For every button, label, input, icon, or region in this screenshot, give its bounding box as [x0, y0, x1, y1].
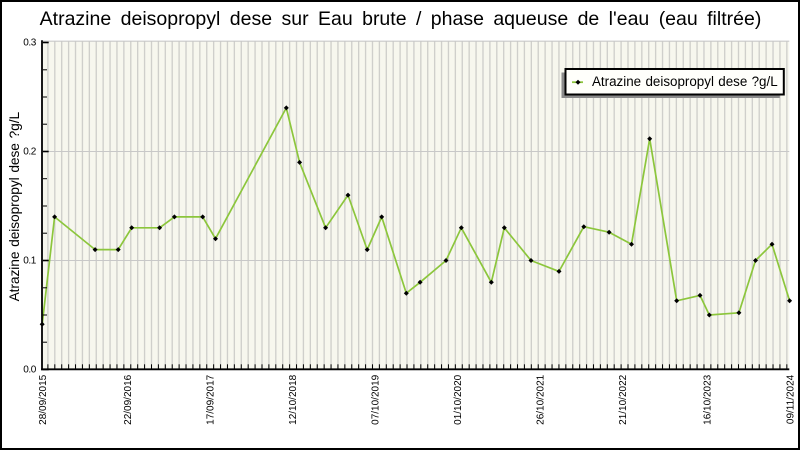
svg-text:Atrazine deisopropyl dese ?g/L: Atrazine deisopropyl dese ?g/L	[592, 74, 778, 89]
svg-text:07/10/2019: 07/10/2019	[371, 374, 382, 424]
svg-text:22/09/2016: 22/09/2016	[123, 374, 134, 424]
svg-text:21/10/2022: 21/10/2022	[618, 374, 629, 424]
svg-text:0.2: 0.2	[23, 146, 37, 157]
svg-text:28/09/2015: 28/09/2015	[38, 374, 49, 424]
svg-text:0.0: 0.0	[23, 364, 37, 375]
svg-text:Atrazine deisopropyl dese sur: Atrazine deisopropyl dese sur Eau brute …	[40, 8, 762, 30]
svg-text:01/10/2020: 01/10/2020	[453, 374, 464, 424]
svg-text:12/10/2018: 12/10/2018	[288, 374, 299, 424]
svg-text:16/10/2023: 16/10/2023	[703, 374, 714, 424]
svg-text:Atrazine deisopropyl dese ?g/L: Atrazine deisopropyl dese ?g/L	[7, 112, 22, 302]
svg-text:09/11/2024: 09/11/2024	[786, 374, 797, 424]
svg-text:0.1: 0.1	[23, 255, 37, 266]
svg-text:17/09/2017: 17/09/2017	[206, 374, 217, 424]
svg-text:26/10/2021: 26/10/2021	[536, 374, 547, 424]
svg-text:0.3: 0.3	[23, 37, 37, 48]
